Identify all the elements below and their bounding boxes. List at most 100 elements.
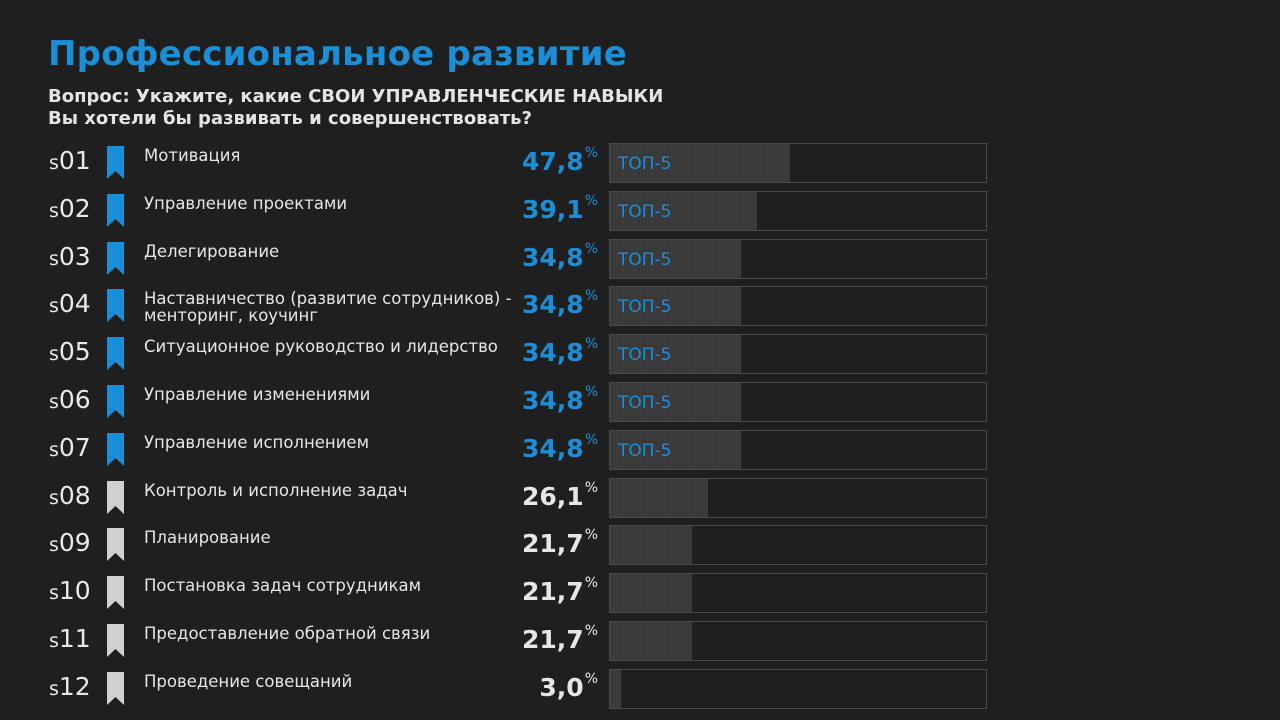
bar-track: ТОП-5 <box>609 334 987 375</box>
chart-row: s11 Предоставление обратной связи 21,7% <box>0 620 1280 668</box>
bar-track: ТОП-5 <box>609 143 987 183</box>
item-code-prefix: s <box>49 199 59 222</box>
chart-row: s06 Управление изменениями 34,8% ТОП-5 <box>0 381 1280 429</box>
item-label: Предоставление обратной связи <box>144 623 431 643</box>
item-code-prefix: s <box>49 677 59 700</box>
top5-badge: ТОП-5 <box>618 154 672 174</box>
bar-fill <box>610 430 741 469</box>
bar-fill <box>610 526 692 565</box>
chart-rows: s01 Мотивация 47,8% ТОП-5 s02 Управление прое… <box>0 142 1280 716</box>
item-percent: 34,8% <box>522 383 598 415</box>
item-percent: 47,8% <box>522 145 598 176</box>
bookmark-icon <box>107 576 124 610</box>
percent-sign: % <box>584 575 598 592</box>
bar-fill <box>610 335 741 374</box>
item-label: Контроль и исполнение задач <box>144 480 408 500</box>
item-code: s08 <box>49 481 91 510</box>
item-code-number: 02 <box>58 193 91 223</box>
question-line-2: Вы хотели бы развивать и совершенствоват… <box>48 108 532 129</box>
item-code-number: 09 <box>58 528 91 558</box>
bar-fill <box>610 621 692 660</box>
item-percent: 34,8% <box>522 288 598 320</box>
item-code-number: 10 <box>58 576 91 606</box>
item-code-number: 07 <box>58 432 91 462</box>
item-code-prefix: s <box>49 582 59 605</box>
chart-row: s03 Делегирование 34,8% ТОП-5 <box>0 238 1280 286</box>
percent-sign: % <box>584 527 598 544</box>
page-title: Профессиональное развитие <box>48 34 627 74</box>
top5-badge: ТОП-5 <box>618 345 672 366</box>
item-label: Проведение совещаний <box>144 671 353 691</box>
bar-fill <box>610 382 741 421</box>
percent-value: 21,7 <box>522 529 584 559</box>
item-code-prefix: s <box>49 438 59 461</box>
bar-fill <box>610 239 741 278</box>
item-code: s06 <box>49 385 91 414</box>
item-code-prefix: s <box>49 295 59 318</box>
item-code: s04 <box>49 289 91 318</box>
percent-value: 21,7 <box>522 624 584 654</box>
bookmark-icon <box>107 289 124 323</box>
bookmark-icon <box>107 480 124 514</box>
percent-sign: % <box>584 336 598 353</box>
item-code-number: 03 <box>58 241 91 271</box>
bar-track: ТОП-5 <box>609 190 987 231</box>
bar-fill <box>610 191 757 230</box>
percent-sign: % <box>584 288 598 305</box>
bookmark-icon <box>107 337 124 371</box>
percent-value: 34,8 <box>522 338 584 368</box>
bookmark-icon <box>107 146 124 179</box>
chart-row: s12 Проведение совещаний 3,0% <box>0 668 1280 716</box>
percent-sign: % <box>584 622 598 639</box>
percent-value: 34,8 <box>522 290 584 320</box>
item-code: s05 <box>49 337 91 366</box>
percent-sign: % <box>584 145 598 161</box>
bar-track <box>609 525 987 566</box>
question-line-1: Вопрос: Укажите, какие СВОИ УПРАВЛЕНЧЕСК… <box>48 86 664 107</box>
chart-row: s07 Управление исполнением 34,8% ТОП-5 <box>0 429 1280 477</box>
bar-track <box>609 573 987 614</box>
item-percent: 21,7% <box>522 622 598 654</box>
item-label: Управление исполнением <box>144 432 370 452</box>
item-code: s12 <box>49 672 91 701</box>
survey-question: Вопрос: Укажите, какие СВОИ УПРАВЛЕНЧЕСК… <box>48 86 663 130</box>
bookmark-icon <box>107 671 124 705</box>
item-percent: 3,0% <box>539 670 598 702</box>
top5-badge: ТОП-5 <box>618 201 672 222</box>
bar-track <box>609 668 987 709</box>
bar-fill <box>610 287 741 326</box>
bar-track: ТОП-5 <box>609 429 987 470</box>
percent-sign: % <box>584 383 598 400</box>
item-code-number: 01 <box>58 146 91 175</box>
bookmark-icon <box>107 193 124 227</box>
item-code-number: 08 <box>58 480 91 510</box>
item-percent: 21,7% <box>522 575 598 606</box>
percent-value: 3,0 <box>539 672 584 702</box>
bar-track: ТОП-5 <box>609 286 987 327</box>
chart-row: s01 Мотивация 47,8% ТОП-5 <box>0 142 1280 190</box>
bar-track: ТОП-5 <box>609 381 987 422</box>
item-percent: 39,1% <box>522 193 598 224</box>
item-code: s03 <box>49 242 91 271</box>
percent-sign: % <box>584 670 598 687</box>
item-code: s11 <box>49 624 91 653</box>
item-label: Управление проектами <box>144 193 348 213</box>
chart-row: s05 Ситуационное руководство и лидерство 3… <box>0 333 1280 381</box>
bar-fill <box>610 144 790 182</box>
top5-badge: ТОП-5 <box>618 249 672 270</box>
percent-value: 39,1 <box>522 194 584 224</box>
item-code-prefix: s <box>49 390 59 413</box>
top5-badge: ТОП-5 <box>618 392 672 413</box>
bar-track: ТОП-5 <box>609 238 987 279</box>
item-code: s07 <box>49 433 91 462</box>
bar-fill <box>610 478 708 517</box>
item-label: Управление изменениями <box>144 384 371 404</box>
bookmark-icon <box>107 241 124 275</box>
item-code-number: 05 <box>58 337 91 367</box>
bar-track <box>609 620 987 661</box>
bar-fill <box>610 669 621 708</box>
percent-sign: % <box>584 431 598 448</box>
bookmark-icon <box>107 432 124 466</box>
item-code-prefix: s <box>49 629 59 652</box>
item-percent: 26,1% <box>522 480 598 511</box>
